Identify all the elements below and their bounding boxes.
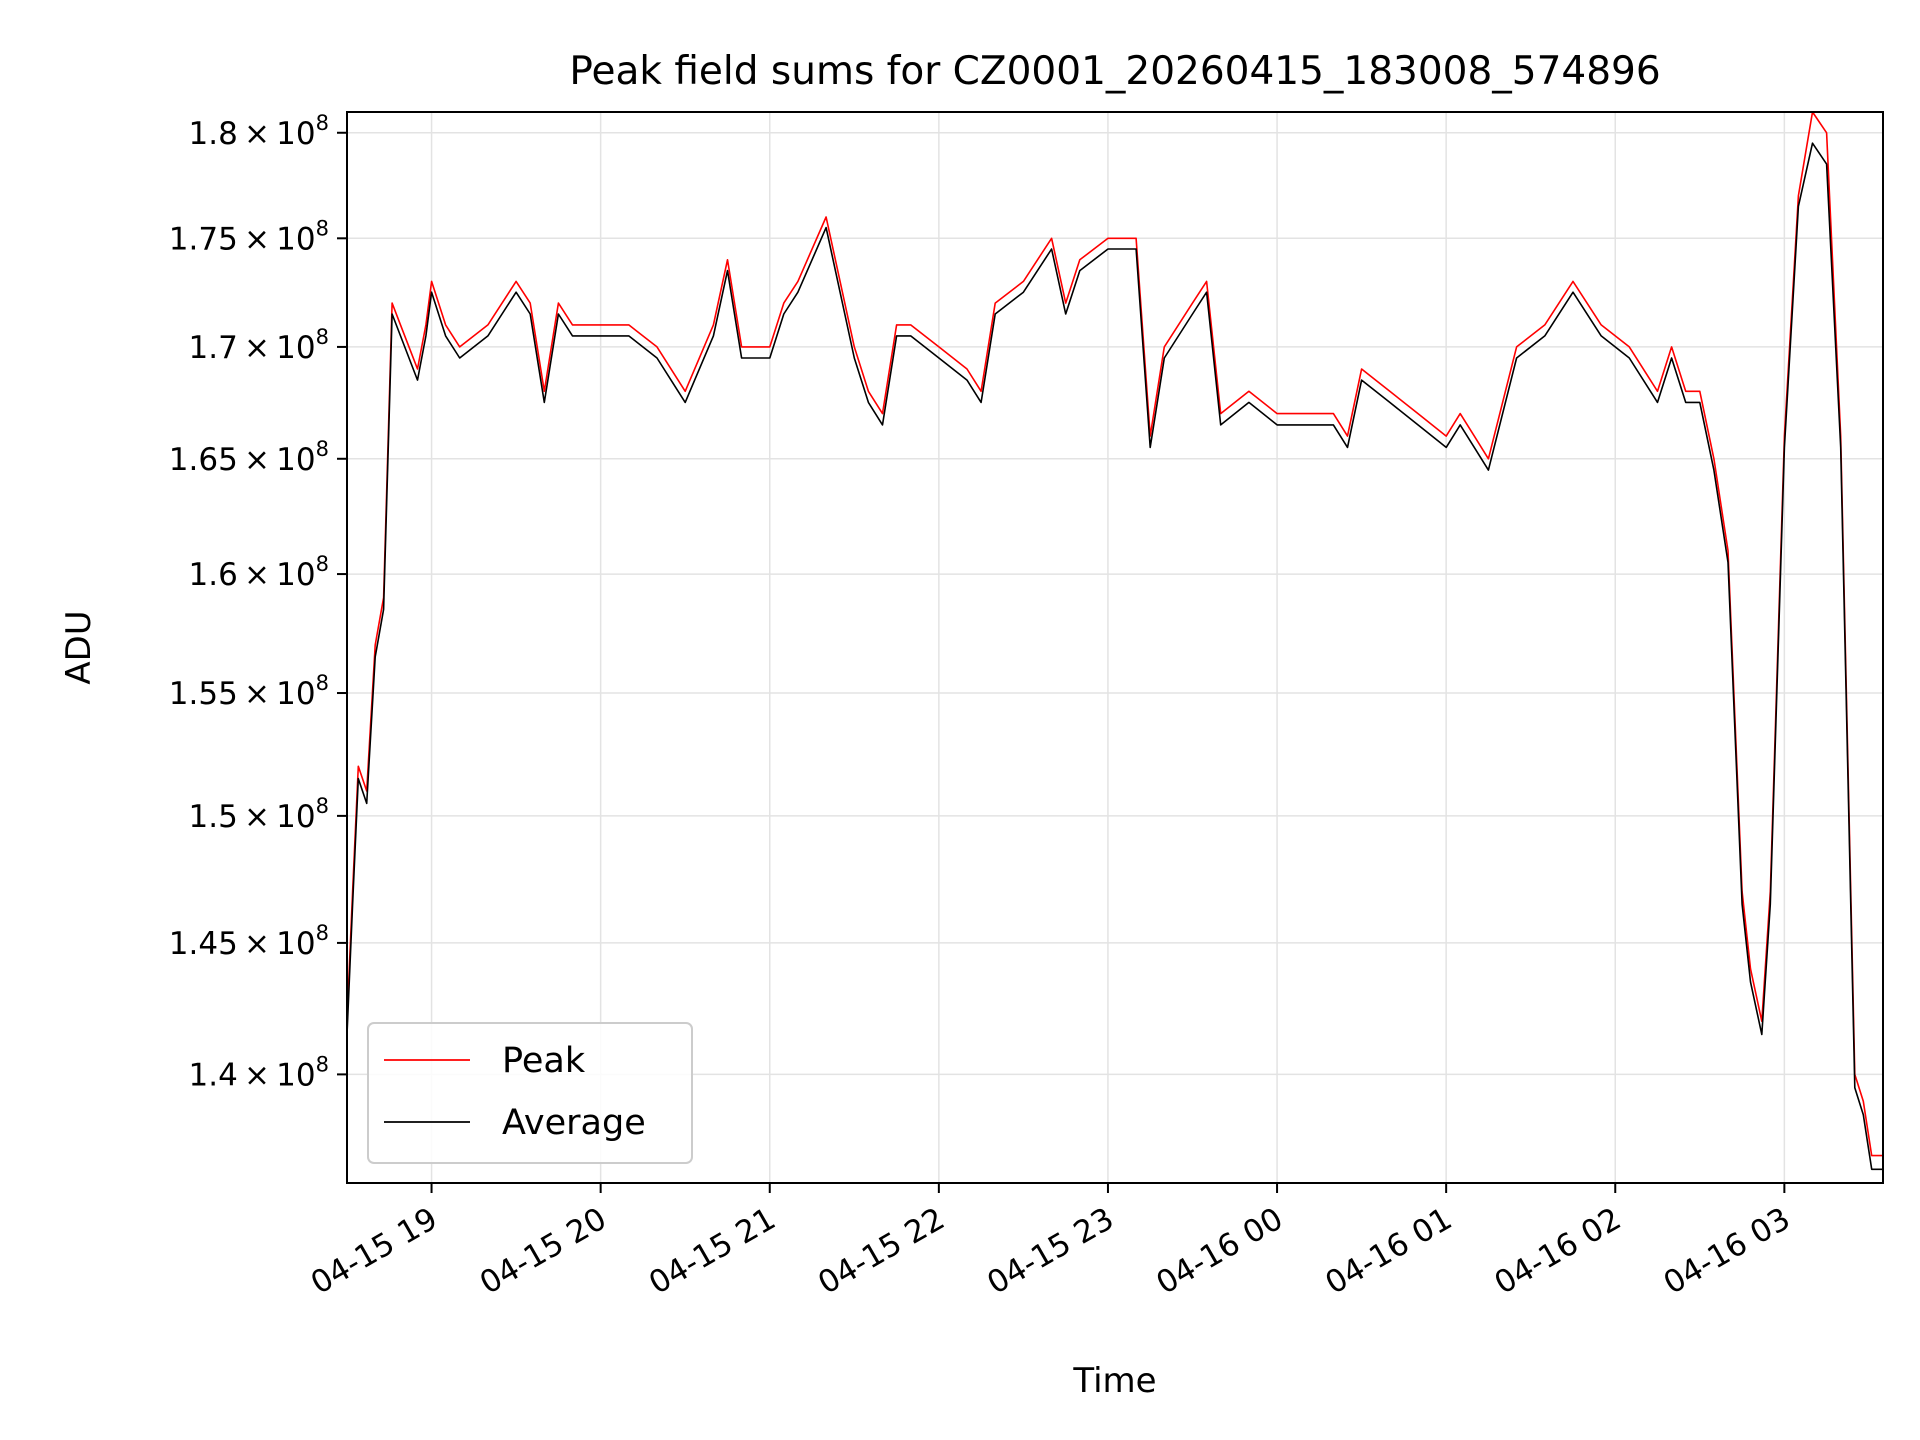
series-layer	[346, 111, 1883, 1171]
y-tick-label: 1.4 × 108	[189, 1052, 329, 1093]
legend-label-peak: Peak	[502, 1041, 586, 1081]
y-tick-label: 1.7 × 108	[189, 325, 329, 366]
series-line-peak	[346, 111, 1883, 1157]
y-axis-title: ADU	[59, 610, 99, 684]
y-tick-label: 1.45 × 108	[169, 921, 329, 962]
legend-label-average: Average	[502, 1103, 646, 1143]
grid	[347, 112, 1883, 1183]
y-tick-label: 1.75 × 108	[169, 216, 329, 257]
y-tick-label: 1.6 × 108	[189, 552, 329, 593]
series-line-average	[346, 142, 1883, 1171]
plot-frame	[346, 111, 1884, 1184]
y-tick-label: 1.55 × 108	[169, 671, 329, 712]
y-tick-label: 1.65 × 108	[169, 437, 329, 478]
legend-box	[367, 1022, 693, 1164]
legend: Peak Average	[367, 1022, 693, 1164]
y-tick-label: 1.5 × 108	[189, 794, 329, 835]
y-tick-label: 1.8 × 108	[189, 111, 329, 152]
y-axis: 1.4 × 108 1.45 × 108 1.5 × 108 1.55 × 108 1.…	[169, 111, 347, 1093]
x-axis-title: Time	[1072, 1361, 1156, 1401]
chart-title: Peak field sums for CZ0001_20260415_1830…	[569, 49, 1660, 94]
